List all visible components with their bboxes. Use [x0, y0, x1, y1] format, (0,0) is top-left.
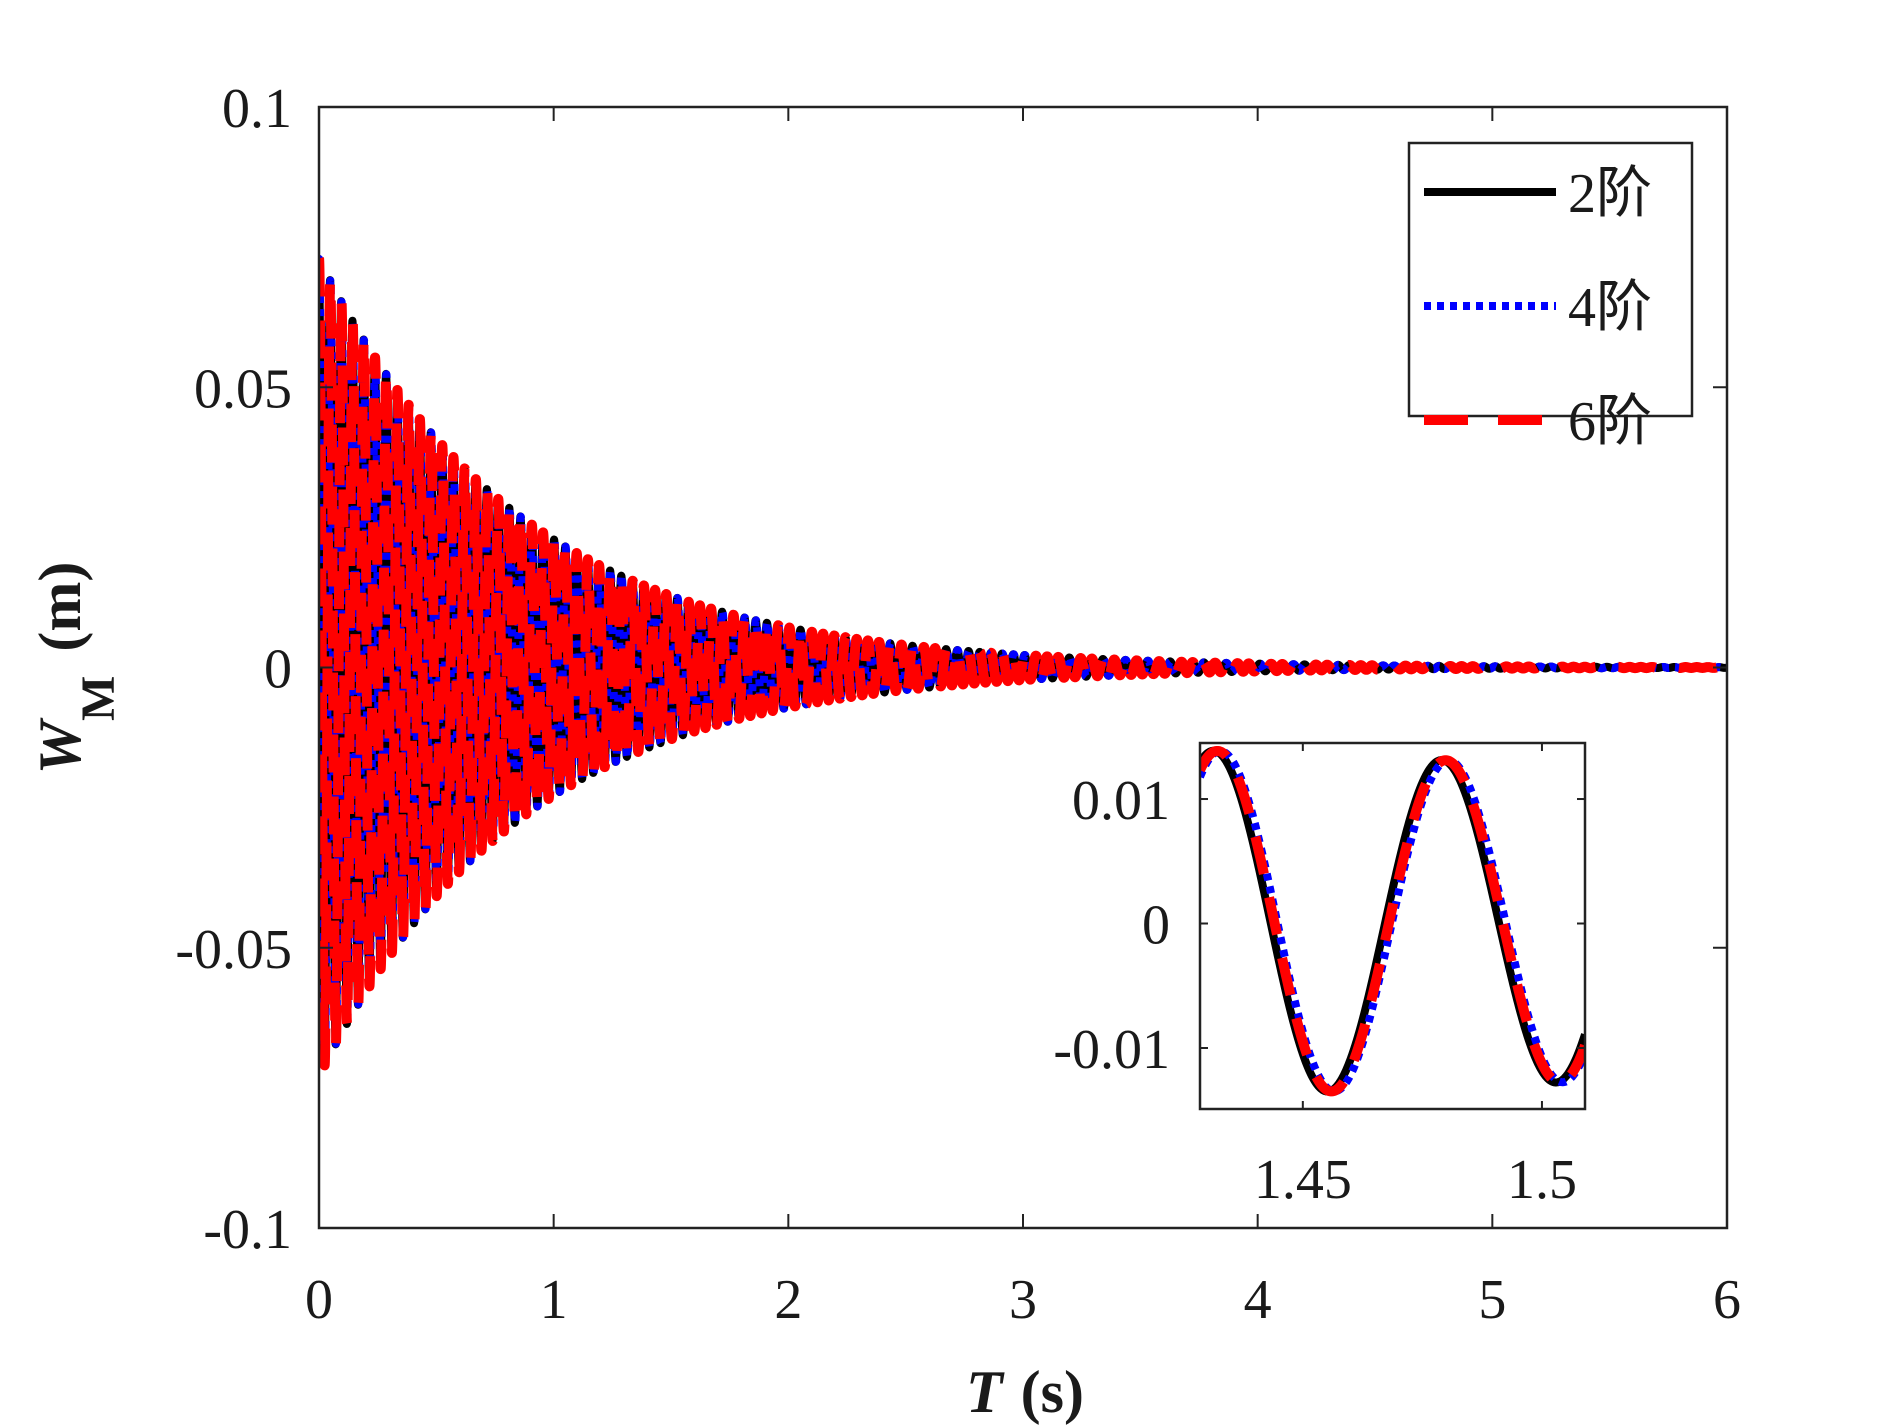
x-tick-label: 4	[1244, 1269, 1272, 1331]
legend-label-0: 2阶	[1568, 163, 1652, 225]
legend-label-1: 4阶	[1568, 277, 1652, 339]
x-tick-label: 1	[540, 1269, 568, 1331]
y-axis-label-subscript: M	[72, 676, 125, 721]
inset-x-tick-label: 1.5	[1507, 1149, 1577, 1211]
x-tick-label: 3	[1009, 1269, 1037, 1331]
x-tick-label: 2	[774, 1269, 802, 1331]
x-tick-label: 0	[305, 1269, 333, 1331]
x-axis-label-symbol: T	[966, 1359, 1005, 1425]
y-tick-label: 0	[264, 639, 292, 701]
y-tick-label: 0.05	[194, 358, 292, 420]
inset-y-tick-label: 0.01	[1072, 770, 1170, 832]
legend: 2阶 4阶 6阶	[1407, 141, 1694, 453]
inset-y-tick-label: 0	[1142, 895, 1170, 957]
y-axis-label-symbol: W	[27, 717, 93, 774]
inset-ticks: 1.45 1.5 -0.01 0 0.01	[1053, 743, 1585, 1211]
y-tick-label: 0.1	[222, 78, 292, 140]
x-axis-label-unit: (s)	[1021, 1359, 1084, 1425]
inset-plot-lines	[1200, 745, 1585, 1097]
x-tick-label: 5	[1478, 1269, 1506, 1331]
x-tick-label: 6	[1713, 1269, 1741, 1331]
x-axis-label: T (s)	[966, 1359, 1084, 1425]
main-plot-lines	[319, 253, 1727, 1071]
inset-y-tick-label: -0.01	[1053, 1019, 1170, 1081]
main-series-line-1	[319, 254, 1727, 1070]
main-ticks: 0 1 2 3 4 5 6 -0.1 -0.05 0 0.05 0.1	[175, 78, 1741, 1331]
inset-axes-frame	[1198, 741, 1587, 1111]
y-tick-label: -0.1	[203, 1199, 292, 1261]
inset-series-line-2	[1200, 745, 1585, 1097]
inset-x-tick-label: 1.45	[1254, 1149, 1352, 1211]
y-axis-label: WM (m)	[27, 562, 125, 775]
main-series-line-2	[319, 253, 1727, 1071]
legend-label-2: 6阶	[1568, 391, 1652, 453]
y-tick-label: -0.05	[175, 919, 292, 981]
y-axis-label-unit: (m)	[27, 562, 93, 652]
